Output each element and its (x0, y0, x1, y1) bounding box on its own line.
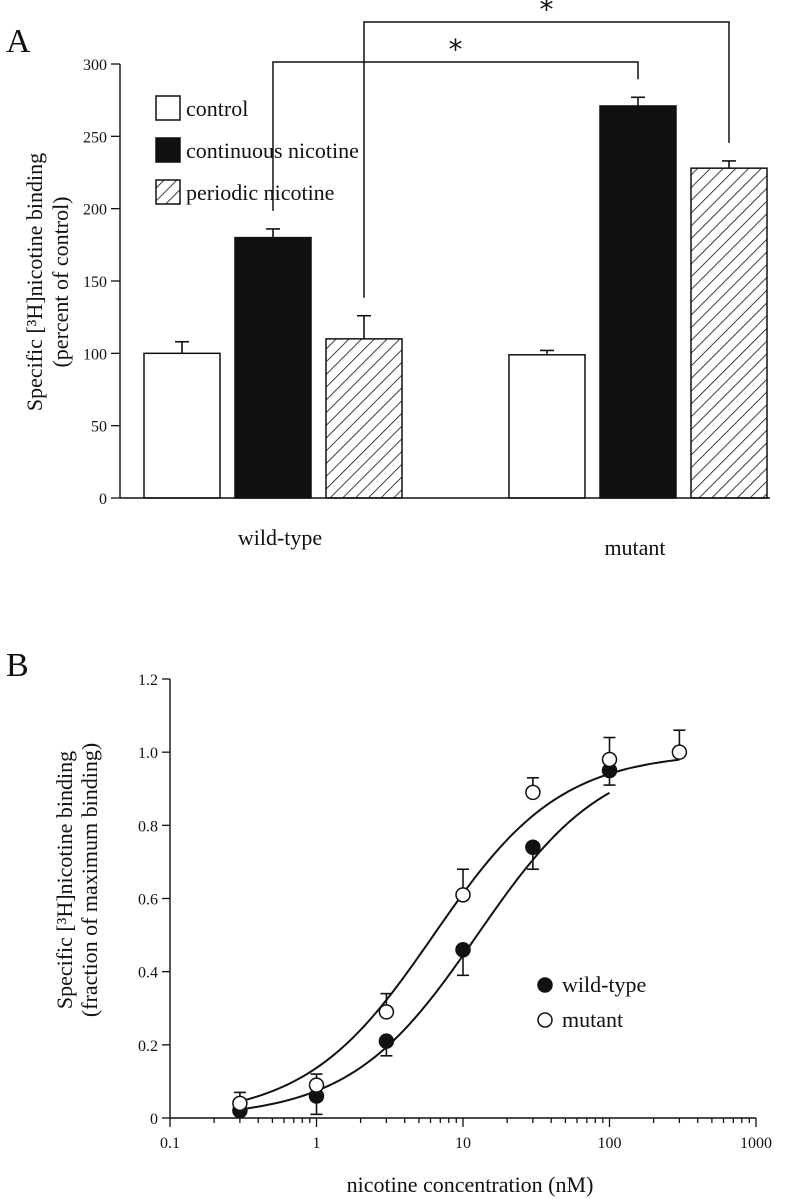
y-tick-label-250: 250 (83, 129, 107, 146)
legend-marker-wild-type (537, 977, 553, 993)
y-tick-label-0.2: 0.2 (138, 1038, 158, 1055)
panel-a-label: A (6, 23, 31, 60)
significance-star-2: * (540, 0, 554, 26)
panel-a-bars (120, 105, 770, 499)
panel-b-legend: wild-type mutant (537, 972, 646, 1032)
panel-b-fit-curves (239, 758, 680, 1111)
y-tick-label-100: 100 (83, 346, 107, 363)
panel-a: A Specific [³H]nicotine binding (percent… (6, 0, 770, 560)
x-tick-label-1000: 1000 (740, 1135, 772, 1152)
panel-b-y-axis-title-line1: Specific [³H]nicotine binding (52, 751, 77, 1009)
point-mutant-30 (525, 784, 541, 801)
panel-b-points (232, 744, 688, 1119)
y-tick-label-300: 300 (83, 57, 107, 74)
panel-b-error-bars (233, 729, 686, 1116)
significance-star-1: * (449, 33, 463, 66)
fit-curve-wild-type (239, 791, 611, 1111)
point-wild-type-3 (378, 1033, 395, 1049)
panel-b-y-ticks: 0 0.2 0.4 0.6 0.8 1.0 1.2 (138, 672, 170, 1128)
panel-b-x-ticks: 0.1 1 10 100 1000 (160, 1118, 772, 1152)
point-mutant-100 (601, 751, 618, 768)
bar-mutant-control (508, 354, 586, 499)
point-mutant-1 (308, 1077, 325, 1093)
panel-b-x-axis-title: nicotine concentration (nM) (347, 1172, 594, 1197)
y-tick-label-1.2: 1.2 (138, 672, 158, 689)
bar-wild-type-periodic-nicotine (325, 338, 403, 499)
point-mutant-3 (378, 1004, 395, 1020)
x-tick-label-0.1: 0.1 (160, 1135, 180, 1152)
legend-label-periodic-nicotine: periodic nicotine (186, 180, 334, 205)
legend-label-wild-type: wild-type (562, 972, 646, 997)
legend-marker-mutant (537, 1012, 553, 1028)
legend-label-control: control (186, 96, 248, 121)
x-tick-label-10: 10 (455, 1135, 471, 1152)
y-tick-label-0.8: 0.8 (138, 818, 158, 835)
y-tick-label-200: 200 (83, 202, 107, 219)
panel-a-legend: control continuous nicotine periodic nic… (155, 95, 359, 205)
bar-mutant-continuous-nicotine (599, 105, 677, 499)
x-tick-label-100: 100 (598, 1135, 622, 1152)
legend-swatch-continuous-nicotine (155, 137, 181, 163)
legend-label-mutant: mutant (562, 1007, 623, 1032)
panel-b-label: B (6, 647, 29, 684)
panel-b: B Specific [³H]nicotine binding (fractio… (6, 647, 772, 1197)
point-mutant-10 (455, 887, 471, 903)
point-mutant-0p3 (232, 1095, 248, 1112)
category-label-mutant: mutant (604, 535, 665, 560)
panel-b-y-axis-title-line2: (fraction of maximum binding) (77, 743, 102, 1017)
significance-bracket-1 (272, 61, 639, 211)
panel-a-y-axis-title-line2: (percent of control) (48, 196, 73, 367)
fit-curve-mutant (239, 758, 680, 1103)
y-tick-label-150: 150 (83, 274, 107, 291)
legend-label-continuous-nicotine: continuous nicotine (186, 138, 359, 163)
legend-swatch-periodic-nicotine (155, 179, 181, 205)
panel-a-y-axis-title-line1: Specific [³H]nicotine binding (22, 153, 47, 411)
y-tick-label-1.0: 1.0 (138, 745, 158, 762)
y-tick-label-0: 0 (99, 491, 107, 508)
bar-mutant-periodic-nicotine (690, 167, 768, 499)
x-tick-label-1: 1 (313, 1135, 321, 1152)
bar-wild-type-continuous-nicotine (234, 236, 312, 499)
y-tick-label-0.6: 0.6 (138, 892, 158, 909)
point-wild-type-10 (455, 941, 471, 958)
bar-wild-type-control (143, 352, 221, 499)
panel-a-error-bars (175, 96, 736, 355)
panel-a-significance: ** (272, 0, 730, 298)
legend-swatch-control (155, 95, 181, 121)
point-wild-type-30 (525, 839, 541, 856)
y-tick-label-0.4: 0.4 (138, 965, 158, 982)
y-tick-label-0: 0 (150, 1111, 158, 1128)
panel-a-y-ticks: 0 50 100 150 200 250 300 (83, 57, 120, 508)
category-label-wild-type: wild-type (238, 525, 322, 550)
significance-bracket-2 (363, 21, 730, 298)
point-mutant-300 (671, 744, 688, 760)
y-tick-label-50: 50 (91, 419, 107, 436)
